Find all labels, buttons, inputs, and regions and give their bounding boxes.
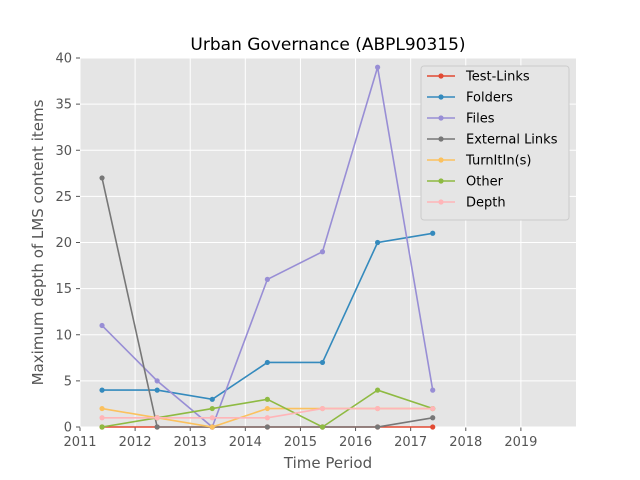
x-tick-label: 2011 xyxy=(63,435,96,450)
legend-label: Folders xyxy=(466,91,513,106)
data-point xyxy=(99,322,105,329)
data-point xyxy=(209,405,215,412)
data-point xyxy=(264,405,270,412)
x-tick-label: 2013 xyxy=(174,435,207,450)
data-point xyxy=(264,415,270,421)
y-tick-label: 5 xyxy=(64,374,72,389)
y-axis-title: Maximum depth of LMS content items xyxy=(29,99,47,385)
series-folders xyxy=(99,230,436,402)
legend-marker xyxy=(438,115,444,121)
data-point xyxy=(375,239,381,246)
data-point xyxy=(154,378,160,384)
legend-item: TurnItIn(s) xyxy=(427,154,531,169)
y-tick-label: 20 xyxy=(55,236,72,251)
data-point xyxy=(99,175,105,181)
x-tick-label: 2017 xyxy=(394,435,427,450)
legend-label: Files xyxy=(466,112,495,127)
data-point xyxy=(430,387,436,393)
legend-label: Test-Links xyxy=(465,70,530,85)
data-point xyxy=(430,424,436,430)
data-point xyxy=(209,396,215,402)
legend-marker xyxy=(438,136,444,142)
data-point xyxy=(375,64,381,70)
data-point xyxy=(99,387,105,393)
x-tick-label: 2015 xyxy=(284,435,317,450)
legend-item: Depth xyxy=(427,196,506,211)
y-tick-label: 15 xyxy=(55,282,72,297)
legend-label: TurnItIn(s) xyxy=(465,154,531,169)
data-point xyxy=(319,424,326,430)
data-point xyxy=(99,415,105,421)
legend-label: Depth xyxy=(466,196,506,211)
legend-marker xyxy=(438,157,444,163)
y-tick-label: 35 xyxy=(55,98,72,113)
x-tick-label: 2014 xyxy=(229,435,262,450)
y-tick-label: 25 xyxy=(55,190,72,205)
data-point xyxy=(319,359,326,366)
legend-marker xyxy=(438,94,444,100)
legend-label: External Links xyxy=(466,133,558,148)
data-point xyxy=(375,387,381,393)
data-point xyxy=(430,405,436,412)
data-point xyxy=(264,359,270,366)
data-point xyxy=(154,424,160,430)
legend-item: Files xyxy=(427,112,495,127)
y-tick-label: 10 xyxy=(55,328,72,343)
data-point xyxy=(264,424,270,430)
x-tick-label: 2019 xyxy=(504,435,537,450)
data-point xyxy=(264,276,270,282)
legend-item: Other xyxy=(427,175,504,190)
legend-marker xyxy=(438,178,444,184)
data-point xyxy=(209,424,215,430)
chart-title: Urban Governance (ABPL90315) xyxy=(190,35,465,55)
data-point xyxy=(430,415,436,421)
y-tick-label: 40 xyxy=(55,52,72,67)
legend-item: Test-Links xyxy=(427,70,530,85)
data-point xyxy=(99,424,105,430)
x-axis-title: Time Period xyxy=(283,454,372,472)
legend-item: External Links xyxy=(427,133,558,148)
y-tick-label: 0 xyxy=(64,421,72,436)
legend-marker xyxy=(438,199,444,205)
data-point xyxy=(430,230,436,236)
x-tick-label: 2018 xyxy=(449,435,482,450)
x-tick-label: 2012 xyxy=(119,435,152,450)
data-point xyxy=(264,396,270,402)
data-point xyxy=(154,415,160,421)
legend: Test-Links Folders Files External Links Turn… xyxy=(420,65,570,221)
data-point xyxy=(99,405,105,412)
data-point xyxy=(319,249,326,255)
data-point xyxy=(375,405,381,412)
data-point xyxy=(319,405,326,412)
series-files xyxy=(99,64,436,430)
y-tick-label: 30 xyxy=(55,144,72,159)
data-point xyxy=(375,424,381,430)
series-depth xyxy=(99,405,436,421)
legend-label: Other xyxy=(466,175,504,190)
data-point xyxy=(209,415,215,421)
x-tick-label: 2016 xyxy=(339,435,372,450)
legend-box xyxy=(420,65,570,221)
legend-marker xyxy=(438,73,444,79)
data-point xyxy=(154,387,160,393)
legend-item: Folders xyxy=(427,91,513,106)
